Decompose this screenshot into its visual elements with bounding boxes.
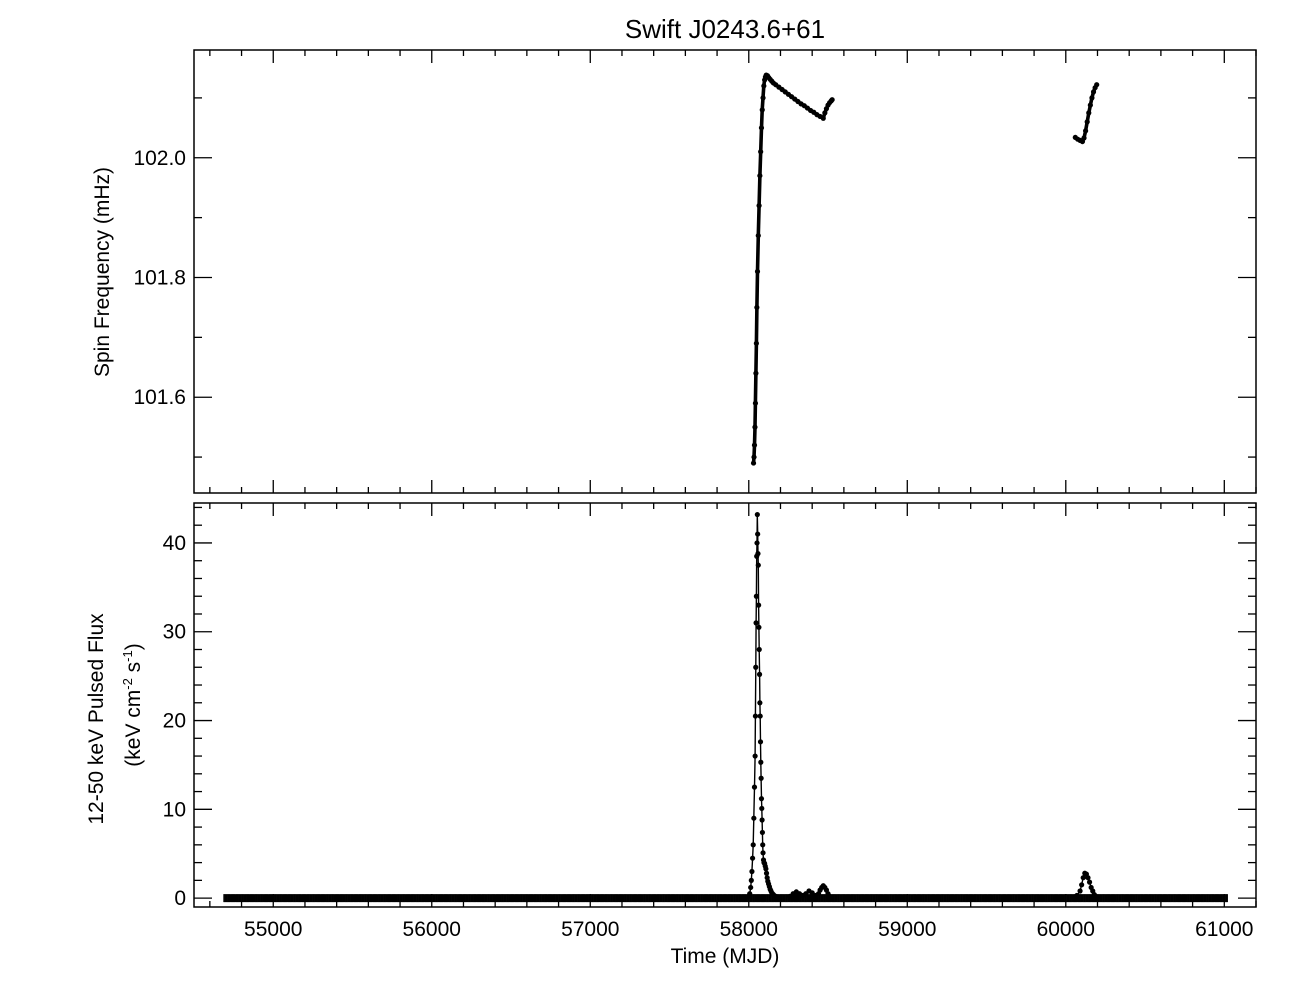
bottom-plot-frame [193,502,1257,908]
bottom-y-tick-labels: 0 10 20 30 40 [163,532,186,910]
series-trace [789,885,832,898]
series-trace [748,513,778,898]
x-tick-label: 58000 [720,918,778,941]
x-tick-labels: 55000 56000 57000 58000 59000 60000 61000 [244,918,1253,941]
x-tick-label: 56000 [403,918,461,941]
bottom-data-points [746,511,1101,900]
y-tick-label: 40 [163,532,186,555]
x-tick-label: 61000 [1195,918,1253,941]
units-part-2: s [122,662,145,678]
spin-frequency-panel: 101.6 101.8 102.0 Spin Frequency (mHz) [91,49,1257,494]
x-tick-label: 57000 [561,918,619,941]
x-tick-label: 55000 [244,918,302,941]
y-tick-label: 101.8 [133,266,186,289]
top-axis-ticks [194,50,1257,493]
y-tick-label: 20 [163,710,186,733]
series-trace [1073,872,1099,898]
pulsed-flux-panel: 0 10 20 30 40 55000 56000 57000 58000 59000 60000… [85,502,1257,968]
y-tick-label: 0 [174,887,186,910]
top-data-points [750,72,1100,466]
units-exp-1: -2 [120,678,135,690]
bottom-y-axis-units: (keV cm-2 s-1) [120,643,145,766]
x-tick-label: 60000 [1037,918,1095,941]
flux-baseline-marks [223,894,1228,903]
x-tick-label: 59000 [878,918,936,941]
x-axis-label: Time (MJD) [671,945,780,968]
y-tick-label: 10 [163,798,186,821]
series-trace [751,73,834,465]
top-y-tick-labels: 101.6 101.8 102.0 [133,147,186,409]
bottom-y-axis-label: 12-50 keV Pulsed Flux [85,613,108,825]
y-tick-label: 30 [163,621,186,644]
units-part-1: (keV cm [122,690,145,767]
y-tick-label: 101.6 [133,386,186,409]
chart-title: Swift J0243.6+61 [625,14,825,44]
units-part-3: ) [122,643,145,650]
series-trace [1073,82,1099,144]
bottom-axis-ticks [194,503,1257,907]
top-plot-frame [193,49,1257,494]
units-exp-2: -1 [120,650,135,662]
y-tick-label: 102.0 [133,147,186,170]
top-y-axis-label: Spin Frequency (mHz) [91,167,114,377]
